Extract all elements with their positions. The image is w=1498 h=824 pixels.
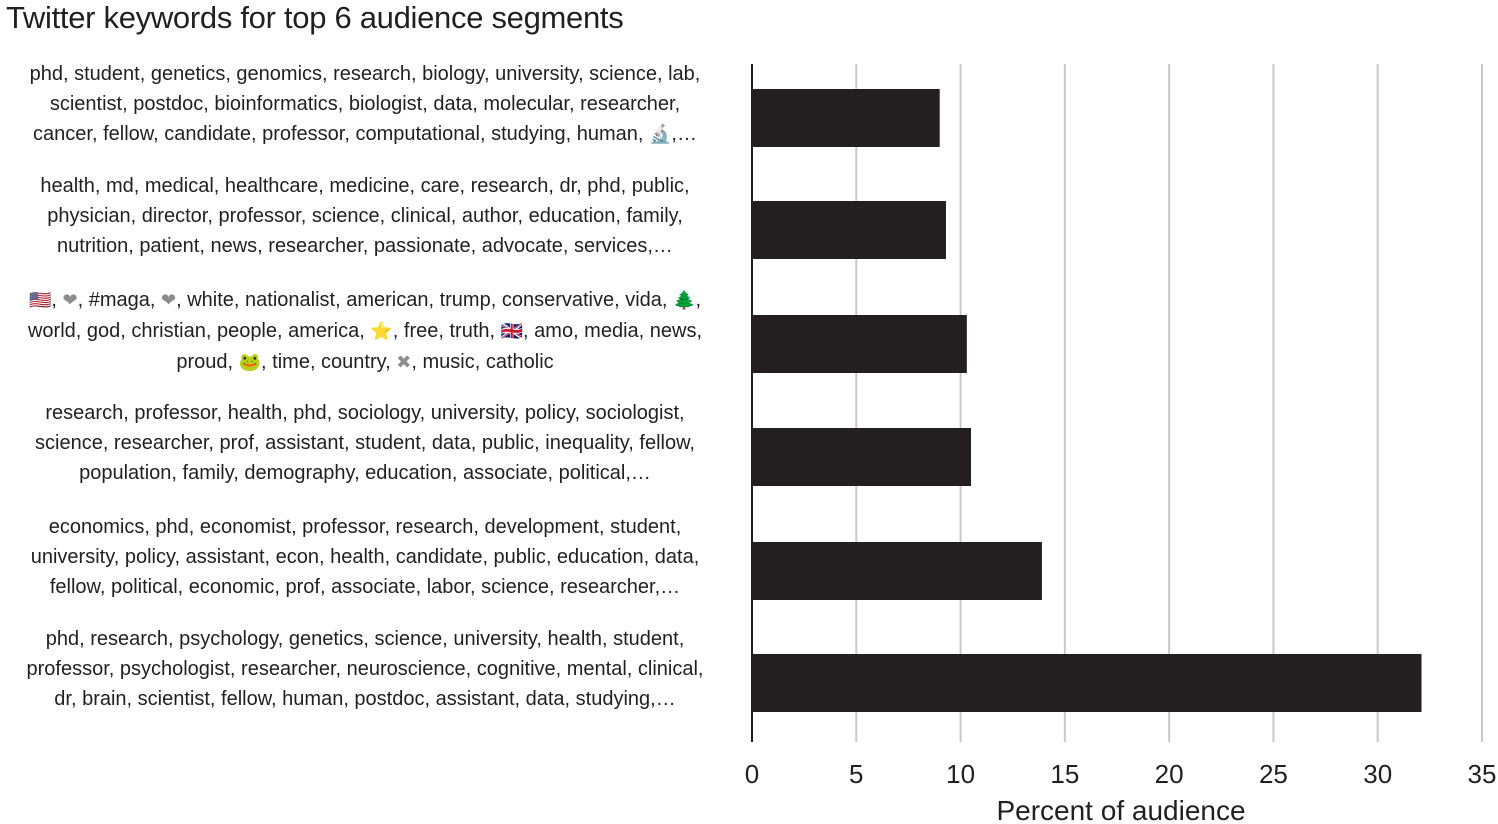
- category-label-line: dr, brain, scientist, fellow, human, pos…: [54, 688, 676, 710]
- category-label-line: fellow, political, economic, prof, assoc…: [49, 576, 681, 598]
- emoji-glyph: ✖: [396, 352, 412, 373]
- bar-2: [752, 201, 946, 259]
- category-label-line: physician, director, professor, science,…: [47, 205, 683, 227]
- x-tick-label-20: 20: [1155, 759, 1184, 789]
- category-label-line: 🇺🇸, ❤, #maga, ❤, white, nationalist, ame…: [29, 289, 701, 311]
- emoji-glyph: 🌲: [673, 290, 696, 311]
- emoji-glyph: ⭐: [370, 321, 393, 342]
- x-tick-label-35: 35: [1468, 759, 1497, 789]
- category-label-line: cancer, fellow, candidate, professor, co…: [33, 123, 697, 145]
- emoji-glyph: 🇬🇧: [500, 321, 524, 342]
- bar-6: [752, 654, 1422, 712]
- category-label-2: health, md, medical, healthcare, medicin…: [0, 171, 730, 261]
- category-label-line: professor, psychologist, researcher, neu…: [26, 658, 704, 680]
- emoji-glyph: 🔬: [648, 124, 672, 145]
- category-label-line: science, researcher, prof, assistant, st…: [35, 432, 695, 454]
- bar-3: [752, 315, 967, 373]
- emoji-glyph: ❤: [161, 290, 177, 311]
- category-label-4: research, professor, health, phd, sociol…: [0, 398, 730, 488]
- category-label-line: scientist, postdoc, bioinformatics, biol…: [49, 93, 681, 115]
- category-label-line: population, family, demography, educatio…: [79, 462, 651, 484]
- emoji-glyph: 🐸: [238, 352, 262, 373]
- category-label-line: proud, 🐸, time, country, ✖, music, catho…: [176, 351, 554, 373]
- x-tick-label-10: 10: [946, 759, 975, 789]
- category-label-5: economics, phd, economist, professor, re…: [0, 512, 730, 602]
- x-tick-label-15: 15: [1050, 759, 1079, 789]
- emoji-glyph: ❤: [62, 290, 78, 311]
- category-label-line: phd, student, genetics, genomics, resear…: [29, 63, 701, 85]
- category-label-1: phd, student, genetics, genomics, resear…: [0, 59, 730, 150]
- category-label-3: 🇺🇸, ❤, #maga, ❤, white, nationalist, ame…: [0, 285, 730, 378]
- category-labels: phd, student, genetics, genomics, resear…: [0, 0, 738, 824]
- bar-5: [752, 542, 1042, 600]
- x-axis-title: Percent of audience: [996, 795, 1245, 824]
- emoji-glyph: 🇺🇸: [29, 290, 52, 311]
- x-tick-label-0: 0: [745, 759, 759, 789]
- chart-title: Twitter keywords for top 6 audience segm…: [6, 0, 624, 35]
- bar-1: [752, 89, 940, 147]
- category-label-line: phd, research, psychology, genetics, sci…: [45, 628, 685, 650]
- category-label-line: university, policy, assistant, econ, hea…: [30, 546, 700, 568]
- x-tick-label-5: 5: [849, 759, 863, 789]
- category-label-line: economics, phd, economist, professor, re…: [48, 516, 682, 538]
- category-label-line: nutrition, patient, news, researcher, pa…: [57, 235, 673, 257]
- bar-4: [752, 428, 971, 486]
- category-label-line: research, professor, health, phd, sociol…: [45, 402, 685, 424]
- category-label-6: phd, research, psychology, genetics, sci…: [0, 624, 730, 714]
- category-label-line: health, md, medical, healthcare, medicin…: [40, 175, 690, 197]
- x-tick-label-25: 25: [1259, 759, 1288, 789]
- x-tick-label-30: 30: [1363, 759, 1392, 789]
- category-label-line: world, god, christian, people, america, …: [27, 320, 703, 342]
